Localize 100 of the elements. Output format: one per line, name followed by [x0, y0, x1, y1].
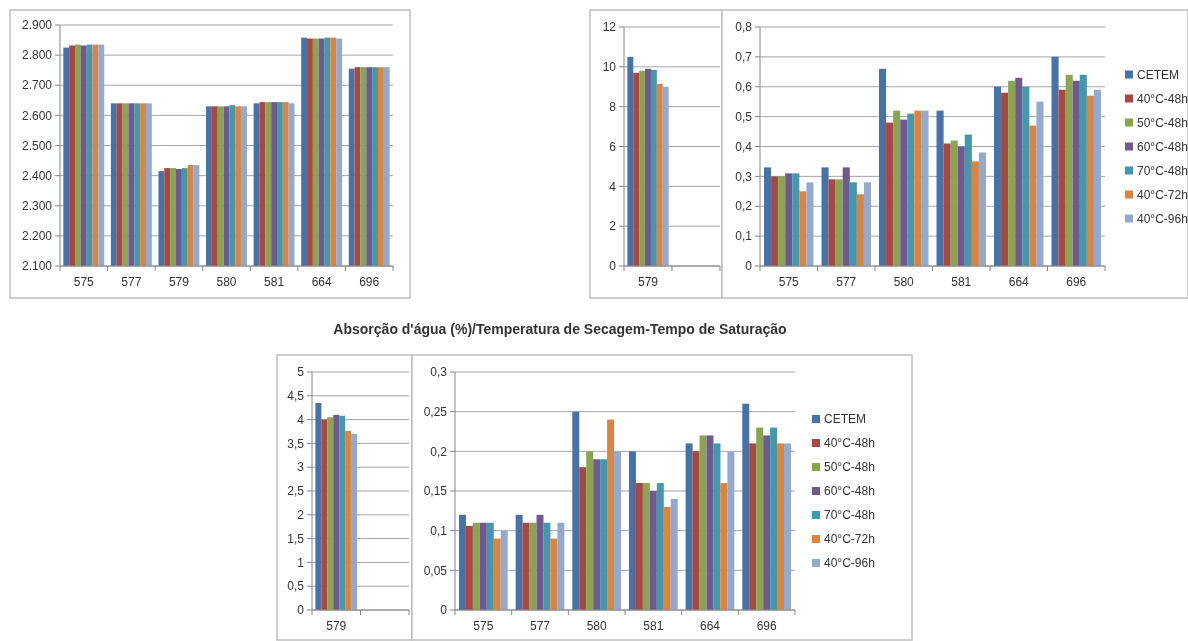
bar: [472, 522, 480, 610]
bar: [1079, 74, 1087, 266]
y-tick-label: 0,6: [735, 79, 753, 94]
y-tick-label: 1: [297, 555, 305, 570]
bar: [1065, 74, 1073, 266]
y-tick-label: 8: [609, 99, 617, 114]
bar: [579, 467, 587, 610]
y-tick-label: 3: [297, 460, 305, 475]
y-tick-label: 5: [297, 365, 305, 380]
bar: [543, 522, 551, 610]
y-tick-label: 0,1: [735, 229, 753, 244]
bar: [529, 522, 537, 610]
legend-label: 60°C-48h: [824, 484, 875, 499]
y-tick-label: 1,5: [287, 531, 305, 546]
y-tick-label: 0,15: [423, 484, 448, 499]
bar: [1008, 80, 1016, 266]
bar: [921, 110, 929, 266]
bar: [727, 451, 735, 610]
bar: [764, 167, 772, 266]
legend-label: 40°C-96h: [824, 556, 875, 571]
bar: [493, 538, 501, 610]
x-tick-label: 575: [778, 275, 800, 289]
y-tick-label: 3,5: [287, 436, 305, 451]
bar: [1022, 86, 1030, 266]
bar: [964, 134, 972, 266]
x-tick-label: 580: [216, 275, 237, 289]
bar: [500, 530, 508, 610]
bar: [656, 83, 663, 266]
y-tick-label: 2: [609, 219, 617, 234]
bar: [907, 113, 915, 266]
x-tick-label: 664: [311, 275, 332, 289]
bar: [770, 427, 778, 610]
bar: [1086, 95, 1094, 266]
x-tick-label: 696: [756, 619, 777, 633]
legend-label: 50°C-48h: [1137, 115, 1188, 130]
bar: [900, 119, 908, 266]
x-tick-label: 581: [951, 275, 972, 289]
bar: [670, 498, 678, 610]
x-tick-label: 577: [529, 619, 551, 633]
bar: [771, 176, 779, 266]
bar: [842, 167, 850, 266]
bar: [699, 435, 707, 610]
bar: [639, 70, 646, 266]
y-tick-label: 2,5: [287, 484, 305, 499]
y-tick-label: 0,5: [735, 109, 753, 124]
x-tick-label: 696: [1066, 275, 1087, 289]
bar: [756, 427, 764, 610]
bar: [886, 122, 894, 266]
bar: [628, 451, 636, 610]
bar: [1029, 125, 1037, 266]
x-tick-label: 581: [264, 275, 285, 289]
legend-label: CETEM: [824, 412, 866, 427]
y-tick-label: 2.700: [21, 78, 53, 93]
bar: [784, 443, 792, 610]
x-tick-label: 664: [1008, 275, 1030, 289]
bar: [486, 522, 494, 610]
y-tick-label: 0,7: [735, 50, 753, 65]
bar: [806, 182, 814, 266]
bar: [522, 522, 530, 610]
bar: [994, 86, 1002, 266]
legend-label: 40°C-48h: [824, 436, 875, 451]
bar: [849, 182, 857, 266]
y-tick-label: 0: [297, 603, 305, 618]
bar: [792, 173, 800, 266]
y-tick-label: 12: [602, 20, 617, 35]
y-tick-label: 2.300: [21, 198, 53, 213]
bar: [763, 435, 771, 610]
bar: [515, 514, 523, 610]
x-tick-label: 577: [836, 275, 857, 289]
y-tick-label: 0: [745, 259, 753, 274]
x-tick-label: 580: [586, 619, 607, 633]
bar: [1072, 80, 1080, 266]
legend-label: 40°C-96h: [1137, 211, 1188, 226]
x-tick-label: 575: [73, 275, 95, 289]
bar: [650, 69, 657, 266]
bar: [936, 110, 944, 266]
bar: [914, 110, 922, 266]
bar: [720, 483, 728, 610]
x-tick-label: 575: [473, 619, 494, 633]
bar: [593, 459, 601, 610]
y-tick-label: 2.200: [21, 229, 53, 244]
bar: [943, 143, 951, 266]
bar: [713, 443, 721, 610]
legend-label: 40°C-72h: [1137, 187, 1188, 202]
y-tick-label: 4,5: [287, 389, 305, 403]
bar: [656, 483, 664, 610]
bar: [557, 522, 565, 610]
bar: [879, 68, 887, 266]
bar: [799, 191, 807, 266]
y-tick-label: 0,25: [423, 404, 448, 419]
bar: [692, 451, 700, 610]
x-tick-label: 696: [359, 275, 380, 289]
bar: [1051, 56, 1059, 266]
bar: [458, 514, 466, 610]
y-tick-label: 0,4: [735, 139, 753, 154]
bar: [627, 56, 634, 266]
bar: [749, 443, 757, 610]
bar: [465, 525, 473, 610]
bar: [1058, 89, 1066, 266]
bar: [1015, 77, 1023, 266]
